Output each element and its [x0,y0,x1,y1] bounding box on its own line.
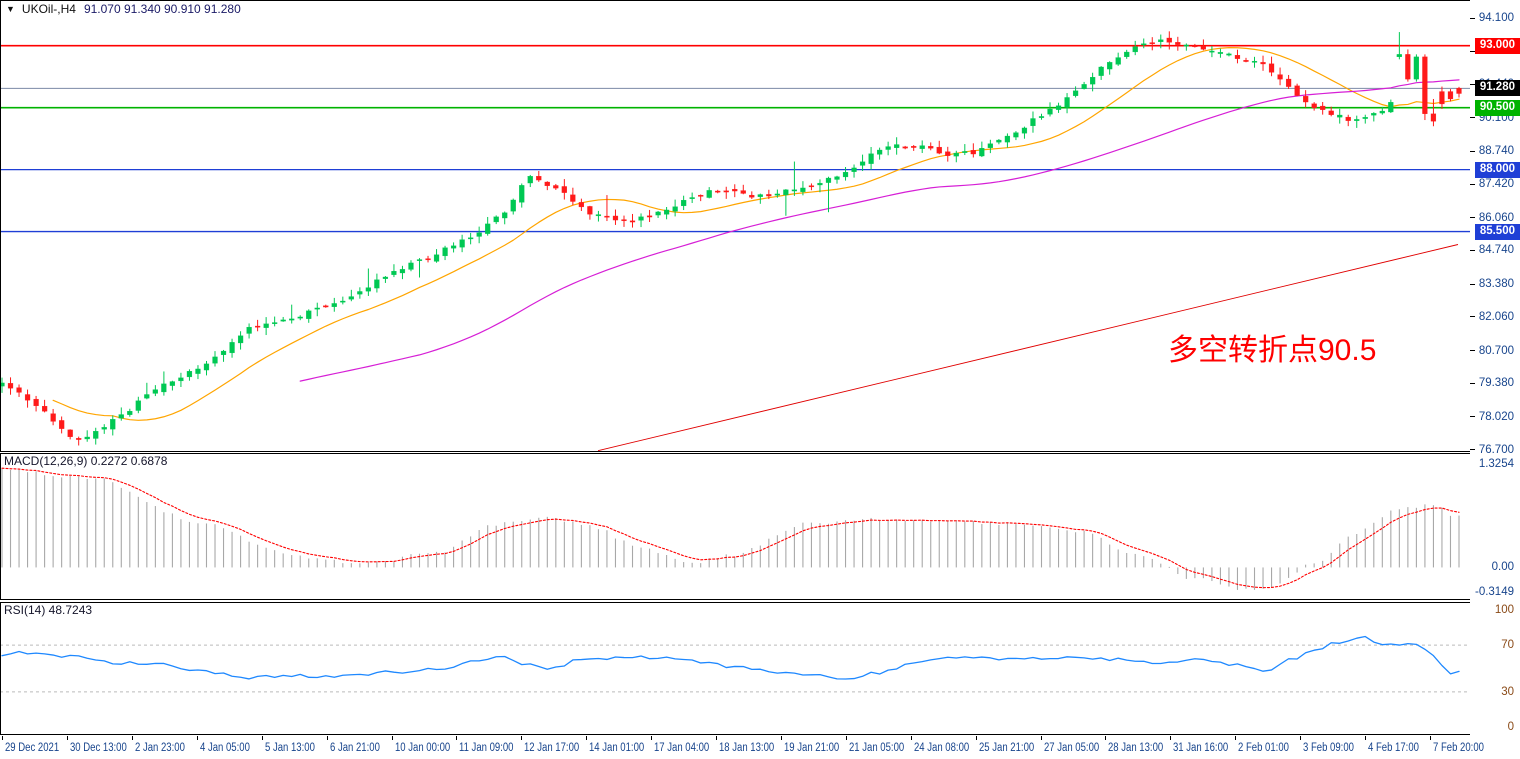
svg-text:多空转折点90.5: 多空转折点90.5 [1168,334,1376,367]
